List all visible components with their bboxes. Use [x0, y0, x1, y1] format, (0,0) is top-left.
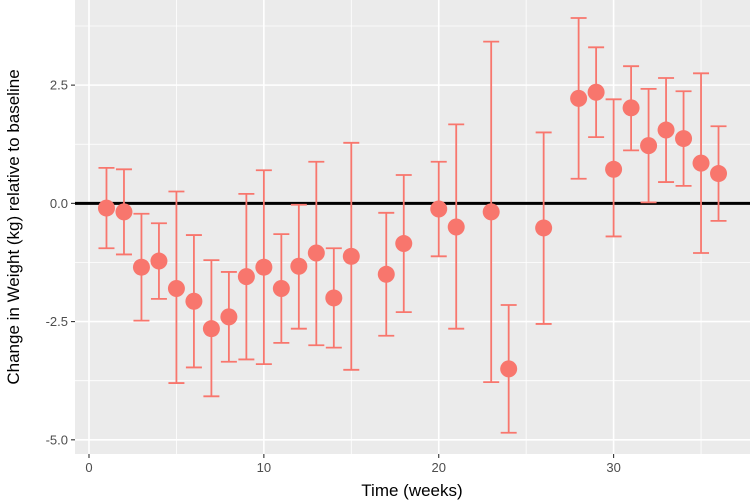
- data-point: [202, 320, 220, 338]
- data-point: [377, 265, 395, 283]
- x-axis: 0 10 20 30: [85, 454, 621, 475]
- data-point: [447, 218, 465, 236]
- data-point: [657, 121, 675, 139]
- data-point: [622, 99, 640, 117]
- data-point: [482, 203, 500, 221]
- data-point: [640, 137, 658, 155]
- x-tick-label: 30: [606, 460, 620, 475]
- x-tick-label: 10: [257, 460, 271, 475]
- data-point: [675, 130, 693, 148]
- y-axis: 2.5 0.0 -2.5 -5.0: [46, 78, 75, 447]
- x-tick-label: 0: [85, 460, 92, 475]
- data-point: [150, 252, 168, 270]
- data-point: [167, 279, 185, 297]
- data-point: [115, 203, 133, 221]
- data-point: [220, 308, 238, 326]
- data-point: [587, 83, 605, 101]
- x-axis-title: Time (weeks): [361, 481, 462, 500]
- y-tick-label: 0.0: [50, 196, 68, 211]
- data-point: [570, 89, 588, 107]
- data-point: [290, 257, 308, 275]
- x-tick-label: 20: [431, 460, 445, 475]
- data-point: [605, 160, 623, 178]
- data-point: [255, 258, 273, 276]
- plot-panel: [75, 0, 750, 454]
- data-points: [97, 83, 728, 378]
- data-point: [132, 258, 150, 276]
- data-point: [430, 200, 448, 218]
- data-point: [500, 360, 518, 378]
- data-point: [237, 268, 255, 286]
- y-tick-label: -5.0: [46, 432, 68, 447]
- data-point: [272, 279, 290, 297]
- data-point: [535, 219, 553, 237]
- data-point: [185, 292, 203, 310]
- data-point: [307, 244, 325, 262]
- y-tick-label: -2.5: [46, 314, 68, 329]
- data-point: [692, 154, 710, 172]
- data-point: [342, 247, 360, 265]
- data-point: [97, 199, 115, 217]
- y-tick-label: 2.5: [50, 78, 68, 93]
- data-point: [325, 289, 343, 307]
- data-point: [395, 235, 413, 253]
- data-point: [710, 165, 728, 183]
- y-axis-title: Change in Weight (kg) relative to baseli…: [4, 69, 23, 384]
